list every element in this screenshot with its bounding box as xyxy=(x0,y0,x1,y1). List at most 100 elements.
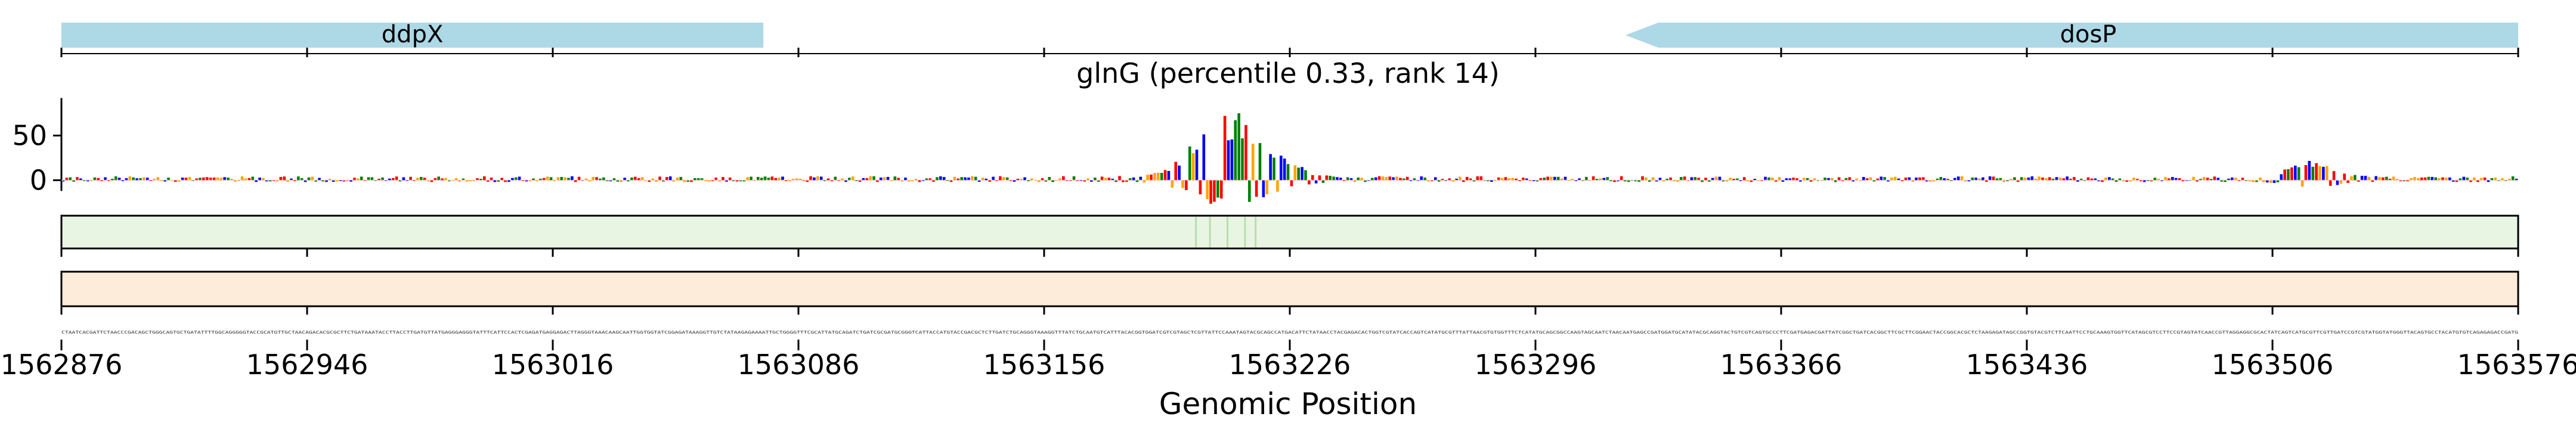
logo-mark xyxy=(1104,178,1107,181)
logo-mark xyxy=(486,180,490,182)
logo-mark xyxy=(1405,176,1409,181)
logo-mark xyxy=(1953,178,1956,181)
logo-mark xyxy=(1651,177,1655,181)
logo-mark xyxy=(1679,177,1683,181)
logo-mark xyxy=(1472,180,1476,182)
logo-mark xyxy=(1739,180,1742,182)
logo-mark xyxy=(819,176,823,181)
logo-mark xyxy=(1188,146,1191,181)
logo-mark xyxy=(528,180,532,182)
logo-mark xyxy=(1802,178,1806,181)
logo-mark xyxy=(1371,178,1374,181)
gene-arrow-ddpX xyxy=(61,23,764,48)
logo-mark xyxy=(1062,176,1065,181)
logo-mark xyxy=(746,177,749,181)
logo-mark xyxy=(862,178,865,181)
logo-mark xyxy=(275,180,279,182)
logo-mark xyxy=(2413,177,2416,181)
sequence-text: CTAATCACGATTCTAACCCGACAGCTGGGCAGTGCTGATA… xyxy=(61,330,2518,335)
logo-mark xyxy=(1673,180,1676,182)
logo-mark xyxy=(2069,178,2072,181)
logo-mark xyxy=(1265,180,1269,194)
logo-mark xyxy=(1020,179,1023,181)
logo-mark xyxy=(490,177,493,181)
logo-mark xyxy=(2476,180,2479,182)
logo-mark xyxy=(205,177,209,181)
logo-mark xyxy=(2062,178,2066,181)
logo-mark xyxy=(1097,180,1100,182)
logo-mark xyxy=(1349,178,1353,181)
logo-mark xyxy=(722,177,724,181)
logo-mark xyxy=(918,180,921,182)
logo-mark xyxy=(757,176,760,181)
logo-mark xyxy=(651,178,655,181)
logo-mark xyxy=(419,176,423,181)
logo-mark xyxy=(437,176,441,181)
logo-mark xyxy=(1620,176,1623,181)
logo-mark xyxy=(1511,178,1515,181)
logo-mark xyxy=(1279,156,1283,181)
logo-mark xyxy=(370,177,374,181)
logo-mark xyxy=(2272,180,2276,184)
logo-mark xyxy=(181,178,184,181)
logo-mark xyxy=(1887,180,1890,182)
logo-mark xyxy=(2364,176,2367,181)
logo-mark xyxy=(1676,180,1679,182)
logo-mark xyxy=(742,180,746,182)
logo-mark xyxy=(2066,176,2069,181)
logo-mark xyxy=(634,176,637,181)
logo-mark xyxy=(199,178,202,181)
logo-mark xyxy=(1156,172,1160,181)
logo-mark xyxy=(1048,177,1051,181)
logo-mark xyxy=(984,178,988,181)
logo-mark xyxy=(1981,177,1984,181)
logo-mark xyxy=(1967,180,1971,182)
logo-mark xyxy=(1413,178,1416,181)
logo-mark xyxy=(1767,177,1770,181)
logo-mark xyxy=(553,180,556,182)
logo-mark xyxy=(1862,177,1865,181)
logo-mark xyxy=(546,176,549,181)
logo-mark xyxy=(1002,177,1005,181)
logo-mark xyxy=(2055,177,2058,181)
logo-mark xyxy=(79,178,82,181)
logo-mark xyxy=(1427,180,1430,182)
logo-mark xyxy=(1286,164,1290,181)
logo-mark xyxy=(1497,177,1500,181)
logo-mark xyxy=(227,177,230,181)
logo-mark xyxy=(1199,180,1202,195)
logo-mark xyxy=(1023,177,1026,181)
logo-mark xyxy=(584,178,588,181)
logo-mark xyxy=(1939,177,1943,181)
logo-mark xyxy=(1592,176,1595,181)
logo-mark xyxy=(1132,177,1135,181)
logo-mark xyxy=(665,177,668,181)
logo-mark xyxy=(2034,178,2038,181)
logo-mark xyxy=(1255,180,1258,197)
logo-mark xyxy=(1988,176,1992,181)
logo-y-tick-label: 0 xyxy=(30,164,47,197)
logo-mark xyxy=(1504,177,1507,181)
logo-mark xyxy=(974,176,977,181)
logo-mark xyxy=(672,180,676,182)
logo-mark xyxy=(1831,178,1834,181)
logo-mark xyxy=(1146,175,1149,181)
logo-mark xyxy=(216,177,219,181)
logo-mark xyxy=(1360,178,1363,181)
logo-mark xyxy=(1985,180,1988,182)
logo-mark xyxy=(2427,176,2431,181)
logo-mark xyxy=(423,178,426,181)
logo-mark xyxy=(2280,174,2283,181)
logo-mark xyxy=(1746,180,1750,182)
logo-mark xyxy=(1139,176,1143,181)
logo-mark xyxy=(620,180,623,182)
logo-mark xyxy=(1827,178,1830,181)
logo-mark xyxy=(1016,178,1020,181)
logo-mark xyxy=(1655,180,1658,182)
logo-mark xyxy=(2332,171,2336,181)
logo-mark xyxy=(574,180,577,182)
logo-mark xyxy=(1578,178,1581,181)
logo-mark xyxy=(255,180,258,182)
logo-mark xyxy=(240,176,244,181)
logo-mark xyxy=(2462,176,2466,181)
